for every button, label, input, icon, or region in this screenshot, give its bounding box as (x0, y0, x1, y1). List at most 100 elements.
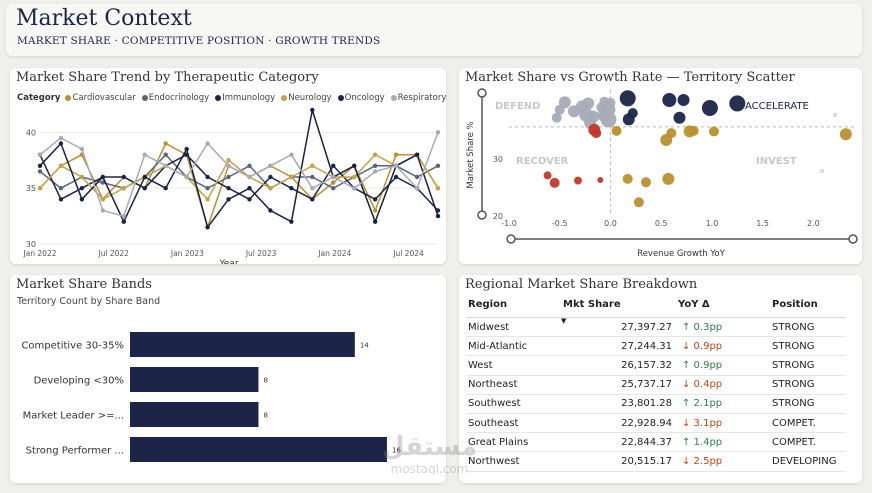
legend-item-cardiovascular[interactable]: Cardiovascular (65, 93, 136, 103)
data-point (331, 174, 336, 180)
data-point (184, 146, 189, 152)
bar (130, 367, 259, 392)
scatter-point-invest (839, 128, 852, 141)
table-row[interactable]: Mid-Atlantic 27,244.31 ↓ 0.9pp STRONG (466, 336, 846, 357)
legend-item-oncology[interactable]: Oncology (337, 93, 385, 103)
data-point (205, 225, 210, 230)
data-point (414, 174, 420, 180)
data-point (226, 163, 231, 169)
scatter-chart-title: Market Share vs Growth Rate — Territory … (465, 70, 795, 85)
cell-region: Northwest (466, 451, 561, 472)
y-tick-label: 40 (26, 128, 36, 137)
scatter-point-recover (597, 177, 604, 183)
table-row[interactable]: Great Plains 22,844.37 ↑ 1.4pp COMPET. (466, 432, 846, 453)
data-point (100, 208, 106, 213)
data-point (310, 107, 315, 113)
trend-legend: Category Cardiovascular Endocrinology Im… (17, 93, 449, 103)
cell-share: 22,928.94 (561, 413, 676, 434)
data-point (142, 152, 147, 157)
data-point (58, 197, 64, 202)
cell-share: 27,244.31 (561, 336, 676, 357)
x-axis-label: Revenue Growth YoY (637, 249, 725, 259)
scatter-point-invest (633, 197, 644, 208)
quadrant-label-accelerate: ACCELERATE (745, 101, 809, 112)
scatter-chart: DEFEND ACCELERATE RECOVER INVEST Market Shar… (466, 88, 858, 259)
cell-yoy: ↑ 0.9pp (676, 355, 770, 376)
legend-dot-icon (65, 95, 72, 101)
bar-value-label: 8 (263, 412, 267, 420)
data-point (121, 219, 126, 224)
data-point (331, 185, 336, 191)
data-point (310, 197, 315, 202)
data-point (372, 152, 378, 157)
data-point (435, 213, 441, 219)
legend-dot-icon (281, 95, 288, 101)
series-line-respiratory (39, 132, 439, 218)
y-tick-label: 30 (493, 155, 503, 164)
cell-share: 27,397.27 (561, 317, 676, 338)
x-tick-label: 2.0 (807, 219, 820, 228)
page-subtitle: MARKET SHARE · COMPETITIVE POSITION · GR… (17, 35, 381, 47)
x-tick-label: Jul 2022 (97, 249, 129, 258)
table-row[interactable]: West 26,157.32 ↑ 0.9pp STRONG (466, 355, 846, 376)
data-point (205, 174, 210, 180)
data-point (372, 163, 378, 169)
legend-item-neurology[interactable]: Neurology (281, 93, 332, 103)
scatter-point-invest (611, 125, 622, 136)
regional-table-title: Regional Market Share Breakdown (465, 277, 698, 292)
data-point (247, 197, 252, 202)
data-point (414, 152, 420, 157)
table-row[interactable]: Midwest 27,397.27 ↑ 0.3pp STRONG (466, 317, 846, 338)
column-header-yoy[interactable]: YoY Δ (676, 293, 770, 318)
table-row[interactable]: Northwest 20,515.17 ↓ 2.5pp DEVELOPING (466, 451, 846, 472)
y-tick-label: 35 (26, 184, 36, 193)
scatter-point-defend (554, 104, 565, 115)
bar-category-label: Market Leader >=... (23, 411, 124, 422)
data-point (79, 174, 85, 180)
cell-yoy: ↓ 0.9pp (676, 336, 770, 357)
x-tick-label: 1.0 (706, 219, 719, 228)
data-point (268, 208, 273, 213)
dashboard-header: Market Context MARKET SHARE · COMPETITIV… (6, 4, 862, 56)
cell-yoy: ↑ 0.3pp (676, 317, 770, 338)
data-point (205, 141, 210, 146)
legend-label: Category (17, 93, 61, 103)
data-point (37, 152, 43, 157)
legend-item-endocrinology[interactable]: Endocrinology (141, 93, 209, 103)
cell-yoy: ↓ 3.1pp (676, 413, 770, 434)
cell-region: Northeast (466, 375, 561, 395)
data-point (435, 163, 441, 169)
bar-value-label: 8 (263, 377, 267, 385)
bar-category-label: Competitive 30-35% (21, 341, 124, 352)
x-tick-label: 0.5 (655, 219, 668, 228)
cell-region: West (466, 355, 561, 376)
legend-item-label: Neurology (288, 93, 332, 103)
cell-position: COMPET. (770, 432, 846, 453)
bar-value-label: 14 (360, 342, 369, 350)
column-header-position[interactable]: Position (770, 293, 846, 318)
cell-share: 25,737.17 (561, 375, 676, 395)
data-point (289, 174, 294, 180)
bar-value-label: 16 (392, 447, 401, 455)
data-point (268, 163, 273, 169)
table-row[interactable]: Southwest 23,801.28 ↑ 2.1pp STRONG (466, 394, 846, 414)
legend-item-immunology[interactable]: Immunology (215, 93, 275, 103)
column-header-mkt-share[interactable]: Mkt Share ▼ (561, 293, 676, 325)
x-tick-label: Jan 2022 (22, 249, 56, 258)
legend-item-respiratory[interactable]: Respiratory (390, 93, 446, 103)
x-axis-label: Year (218, 259, 238, 264)
x-tick-label: Jan 2023 (170, 249, 204, 258)
data-point (393, 174, 399, 180)
data-point (372, 219, 378, 224)
cell-yoy: ↓ 2.5pp (676, 451, 770, 472)
table-row[interactable]: Northeast 25,737.17 ↓ 0.4pp STRONG (466, 375, 846, 395)
bar (130, 437, 387, 462)
scatter-point-invest (666, 128, 677, 139)
x-tick-label: Jul 2023 (245, 249, 277, 258)
data-point (205, 185, 210, 191)
cell-position: STRONG (770, 394, 846, 414)
table-row[interactable]: Southeast 22,928.94 ↓ 3.1pp COMPET. (466, 413, 846, 434)
column-header-region[interactable]: Region (466, 293, 561, 318)
data-point (121, 174, 126, 180)
trend-chart-card: Market Share Trend by Therapeutic Catego… (10, 68, 446, 264)
